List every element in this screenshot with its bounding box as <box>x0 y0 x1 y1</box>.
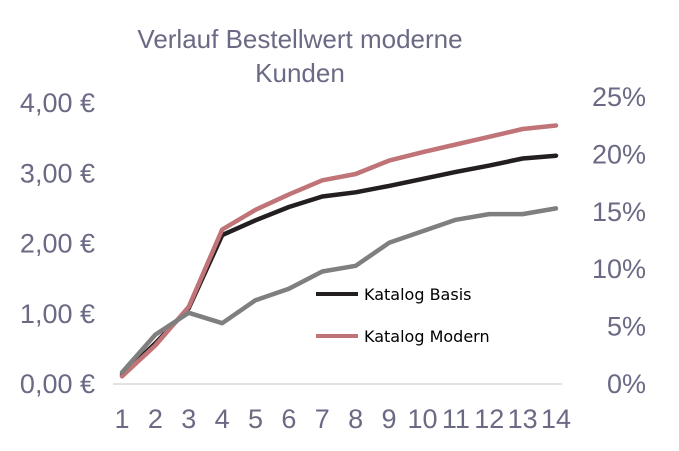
left-tick-label: 0,00 € <box>20 369 95 399</box>
x-tick-label: 11 <box>442 404 470 434</box>
x-tick-label: 7 <box>315 404 330 434</box>
x-tick-label: 6 <box>281 404 296 434</box>
legend: Katalog Basis Katalog Modern <box>316 285 490 346</box>
right-axis: 0% 5% 10% 15% 20% 25% <box>592 82 646 399</box>
right-tick-label: 0% <box>607 369 646 399</box>
x-tick-label: 8 <box>348 404 363 434</box>
series-line-katalog-modern <box>119 123 559 379</box>
x-tick-label: 4 <box>215 404 230 434</box>
left-axis: 0,00 € 1,00 € 2,00 € 3,00 € 4,00 € <box>20 88 95 399</box>
chart-title-line-1: Verlauf Bestellwert moderne <box>137 24 462 54</box>
right-tick-label: 5% <box>607 312 646 342</box>
x-tick-label: 10 <box>407 404 437 434</box>
legend-label-katalog-basis: Katalog Basis <box>364 285 471 304</box>
chart-title-line-2: Kunden <box>255 58 345 88</box>
left-tick-label: 4,00 € <box>20 88 95 118</box>
x-tick-label: 1 <box>114 404 129 434</box>
right-tick-label: 25% <box>592 82 646 112</box>
x-tick-label: 14 <box>541 404 571 434</box>
left-tick-label: 3,00 € <box>20 158 95 188</box>
x-tick-label: 2 <box>148 404 163 434</box>
x-tick-label: 12 <box>474 404 504 434</box>
series-group <box>119 123 559 379</box>
x-tick-label: 9 <box>382 404 397 434</box>
series-line-right-axis-percent <box>119 206 559 375</box>
x-tick-label: 13 <box>508 404 538 434</box>
right-tick-label: 15% <box>592 197 646 227</box>
x-tick-label: 3 <box>181 404 196 434</box>
left-tick-label: 1,00 € <box>20 299 95 329</box>
right-tick-label: 20% <box>592 139 646 169</box>
series-line-katalog-basis <box>119 153 559 378</box>
x-tick-label: 5 <box>248 404 263 434</box>
right-tick-label: 10% <box>592 254 646 284</box>
x-axis: 1 2 3 4 5 6 7 8 9 10 11 12 13 14 <box>114 404 571 434</box>
left-tick-label: 2,00 € <box>20 229 95 259</box>
legend-label-katalog-modern: Katalog Modern <box>364 327 490 346</box>
